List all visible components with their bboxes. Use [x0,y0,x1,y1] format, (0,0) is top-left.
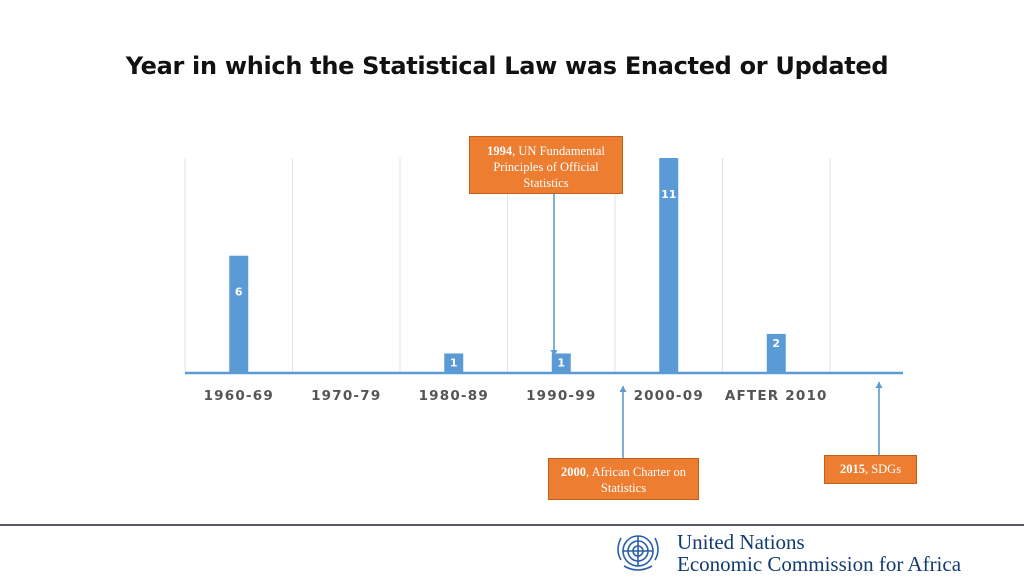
org-name: United Nations Economic Commission for A… [677,531,961,575]
chart-title: Year in which the Statistical Law was En… [125,52,889,80]
callout-2000-year: 2000 [561,465,587,479]
arrow-1994-head [550,350,558,356]
callout-2015: 2015, SDGs [824,455,917,484]
data-label: 6 [235,286,243,299]
data-label: 1 [450,356,458,369]
tick-label: 1980-89 [419,388,489,404]
callout-2015-text: , SDGs [864,462,902,476]
tick-label: 1960-69 [204,388,274,404]
callout-2015-year: 2015 [839,462,865,476]
bar-chart: 6 1960-69 1970-79 1 1980-89 1 1990-99 11 2000-09… [184,158,903,458]
org-line2: Economic Commission for Africa [677,552,962,576]
org-line1: United Nations [677,530,805,554]
un-emblem-icon [617,535,659,571]
bar-1990-99 [551,353,571,373]
callout-2000: 2000, African Charter on Statistics [548,458,699,500]
bar-1980-89 [444,353,464,373]
arrow-2000-head [619,386,627,392]
callout-1994: 1994, UN Fundamental Principles of Offic… [469,136,623,194]
data-label: 11 [661,188,676,201]
callout-1994-text: , UN Fundamental Principles of Official … [493,144,605,190]
callout-1994-year: 1994 [487,144,513,158]
arrow-2015-head [875,382,883,388]
footer-divider [0,524,1024,526]
data-label: 2 [772,337,780,350]
bar-1960-69 [229,255,249,373]
callout-2000-text: , African Charter on Statistics [586,465,686,495]
tick-label: 2000-09 [634,388,704,404]
tick-label: 1990-99 [526,388,596,404]
bar-after-2010 [766,333,786,373]
bar-2000-09 [659,158,679,373]
tick-label: 1970-79 [311,388,381,404]
data-label: 1 [557,356,565,369]
tick-label: AFTER 2010 [725,388,828,404]
